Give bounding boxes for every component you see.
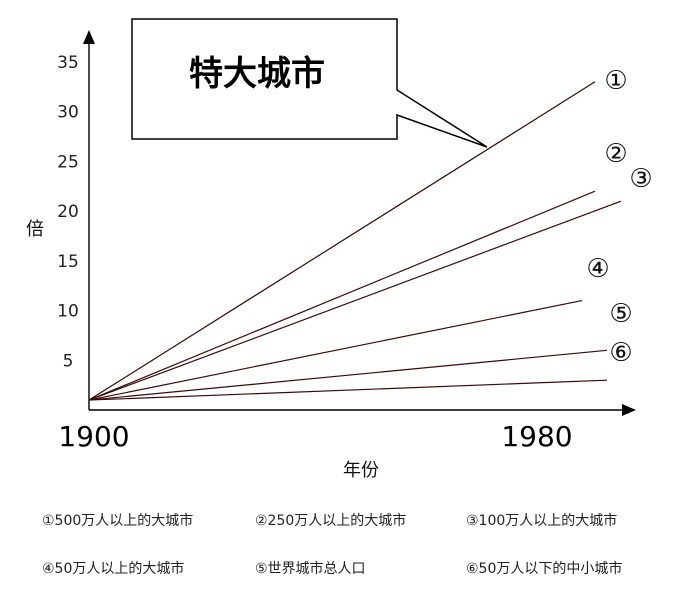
series-line: [88, 200, 622, 401]
legend-item-2: ②250万人以上的大城市: [255, 513, 407, 529]
legend-item-6: ⑥50万人以下的中小城市: [466, 561, 623, 577]
title-callout: [131, 18, 488, 148]
series-label: ④: [586, 254, 609, 284]
series-line: [88, 81, 596, 401]
series-label: ⑤: [609, 299, 632, 329]
series-label: ③: [629, 164, 652, 194]
legend-item-5: ⑤世界城市总人口: [255, 561, 366, 577]
y-tick-label: 20: [57, 202, 79, 222]
y-tick-label: 10: [57, 302, 79, 322]
y-tick-label: 15: [57, 252, 79, 272]
y-axis-arrow: [83, 30, 95, 44]
y-tick-label: 30: [57, 103, 79, 123]
y-tick-label: 25: [57, 152, 79, 172]
series-label: ②: [604, 139, 627, 169]
x-tick-label: 1900: [58, 420, 129, 453]
y-axis-label: 倍: [26, 219, 44, 240]
legend-item-3: ③100万人以上的大城市: [466, 513, 618, 529]
series-line: [88, 300, 583, 401]
series-line: [88, 190, 596, 401]
y-tick-label: 5: [63, 351, 74, 371]
x-axis-arrow: [622, 404, 636, 416]
legend-item-1: ①500万人以上的大城市: [42, 513, 194, 529]
series-label: ⑥: [609, 338, 632, 368]
series-line: [88, 349, 608, 401]
legend-item-4: ④50万人以上的大城市: [42, 561, 185, 577]
x-tick-label: 1980: [501, 420, 572, 453]
y-tick-label: 35: [57, 53, 79, 73]
series-label: ①: [604, 66, 627, 96]
chart-title: 特大城市: [189, 54, 325, 94]
series-line: [88, 379, 608, 401]
x-axis-label: 年份: [343, 460, 379, 481]
